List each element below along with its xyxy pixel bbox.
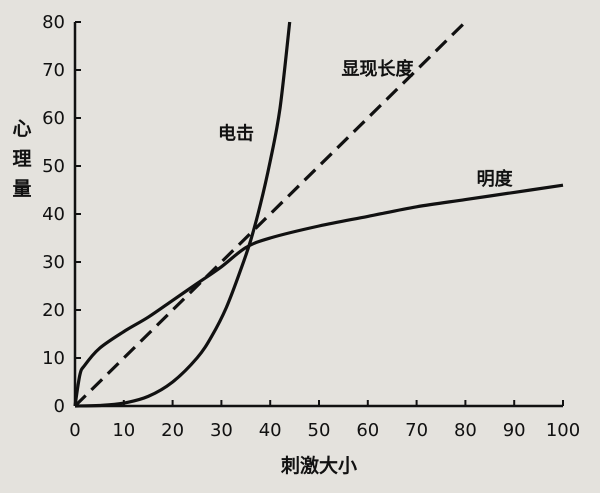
- y-tick-label: 60: [42, 108, 65, 129]
- x-tick-label: 70: [405, 420, 428, 441]
- x-tick-label: 50: [308, 420, 331, 441]
- series-layer: [73, 20, 564, 408]
- x-tick-label: 100: [546, 420, 580, 441]
- y-tick-label: 40: [42, 204, 65, 225]
- axes: 0 10 20 30 40 50 60 70 80 90 100 0 10 20 30 40 50 60 70 80: [42, 12, 580, 441]
- series-label-shock: 电击: [218, 123, 254, 145]
- series-label-length: 显现长度: [342, 58, 415, 80]
- x-tick-label: 40: [259, 420, 282, 441]
- y-axis-title-char: 理: [12, 148, 31, 170]
- x-axis-title: 刺激大小: [281, 454, 357, 477]
- y-tick-label: 80: [42, 12, 65, 33]
- series-label-brightness: 明度: [477, 168, 514, 190]
- y-tick-label: 10: [42, 348, 65, 369]
- y-tick-label: 70: [42, 60, 65, 81]
- y-axis-title-char: 心: [12, 118, 31, 140]
- series-line-shock: [74, 21, 292, 408]
- x-tick-label: 80: [454, 420, 477, 441]
- x-tick-label: 20: [161, 420, 184, 441]
- y-tick-label: 20: [42, 300, 65, 321]
- x-tick-label: 30: [210, 420, 233, 441]
- y-tick-label: 0: [54, 396, 65, 417]
- x-tick-label: 90: [503, 420, 526, 441]
- y-axis-title-char: 量: [12, 178, 31, 200]
- y-tick-label: 30: [42, 252, 65, 273]
- y-tick-label: 50: [42, 156, 65, 177]
- x-tick-label: 10: [112, 420, 135, 441]
- x-tick-label: 0: [69, 420, 80, 441]
- x-tick-label: 60: [356, 420, 379, 441]
- series-line-brightness: [73, 183, 564, 407]
